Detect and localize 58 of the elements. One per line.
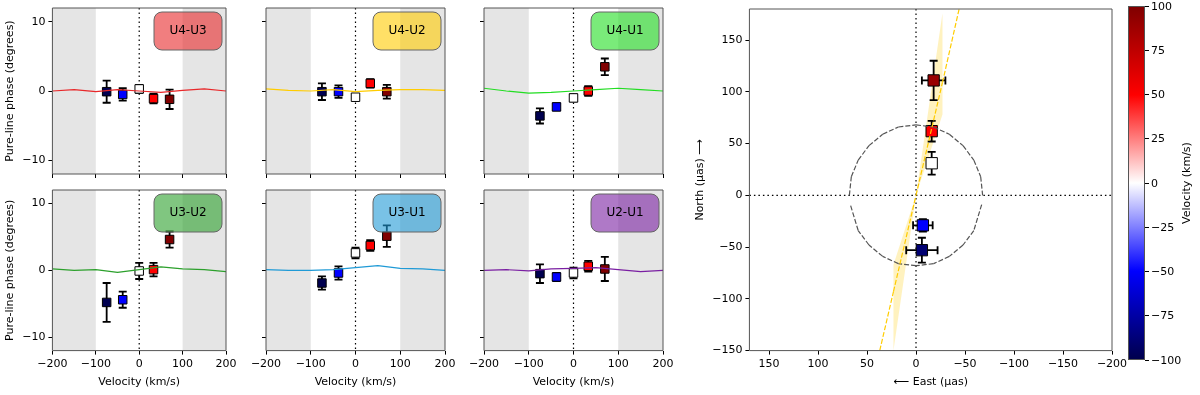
x-tick-label: −100	[998, 357, 1030, 371]
x-axis-title: Velocity (km/s)	[532, 375, 615, 389]
x-tick-label: 200	[434, 357, 456, 371]
y-tick-label: −150	[712, 343, 743, 357]
x-axis-title: Velocity (km/s)	[314, 375, 397, 389]
x-tick-label: 200	[652, 357, 674, 371]
y-tick-label: 150	[721, 32, 743, 46]
x-tick-label: 100	[607, 357, 629, 371]
y-tick-label: 10	[31, 196, 46, 210]
x-tick-label: −200	[37, 357, 68, 371]
annotation: U3-U1	[388, 205, 426, 220]
color-bar-label: −50	[1151, 265, 1175, 278]
color-bar-label: −75	[1151, 309, 1175, 323]
x-tick-label: 50	[860, 357, 875, 371]
y-tick-label: 10	[31, 14, 46, 28]
annotation: U2-U1	[606, 205, 644, 220]
x-tick-label: 100	[807, 357, 829, 371]
x-tick-label: −150	[1047, 357, 1079, 371]
x-tick-label: 100	[389, 357, 411, 371]
y-tick-label: −100	[712, 291, 743, 305]
y-tick-label: −10	[22, 330, 46, 344]
x-tick-label: 0	[570, 357, 577, 371]
x-tick-label: −100	[295, 357, 326, 371]
annotation: U4-U1	[606, 23, 644, 38]
x-axis-title: Velocity (km/s)	[98, 375, 181, 389]
color-bar-label: 75	[1151, 43, 1165, 57]
x-tick-label: 0	[352, 357, 359, 371]
x-tick-label: 0	[912, 357, 920, 371]
color-bar-label: −25	[1151, 220, 1175, 234]
color-bar-label: 25	[1151, 132, 1165, 146]
y-tick-label: 100	[721, 84, 743, 98]
x-tick-label: 200	[215, 357, 237, 371]
y-tick-label: −10	[22, 153, 46, 167]
color-bar-title: Velocity (km/s)	[1179, 142, 1193, 224]
x-axis-title: ⟵ East (µas)	[893, 375, 968, 389]
x-tick-label: 100	[172, 357, 194, 371]
annotation: U4-U2	[388, 23, 426, 38]
y-tick-label: 50	[728, 136, 743, 150]
y-tick-label: 0	[38, 263, 46, 277]
annotation: U3-U2	[169, 205, 207, 220]
x-tick-label: −100	[80, 357, 111, 371]
x-tick-label: 150	[758, 357, 780, 371]
y-axis-title: Pure-line phase (degrees)	[3, 199, 17, 341]
y-tick-label: −50	[719, 239, 743, 253]
y-axis-title: Pure-line phase (degrees)	[3, 20, 17, 162]
color-bar-label: 100	[1151, 0, 1172, 13]
x-tick-label: −100	[513, 357, 544, 371]
color-bar-label: 0	[1151, 176, 1158, 190]
y-axis-title: North (µas) ⟶	[693, 138, 707, 221]
x-tick-label: −200	[1096, 357, 1128, 371]
y-tick-label: 0	[735, 188, 743, 202]
x-tick-label: −50	[953, 357, 977, 371]
x-tick-label: −200	[250, 357, 282, 371]
color-bar-label: 50	[1151, 88, 1165, 101]
y-tick-label: 0	[38, 83, 46, 97]
x-tick-label: −200	[468, 357, 500, 371]
annotation: U4-U3	[169, 23, 207, 38]
x-tick-label: 0	[135, 357, 143, 371]
